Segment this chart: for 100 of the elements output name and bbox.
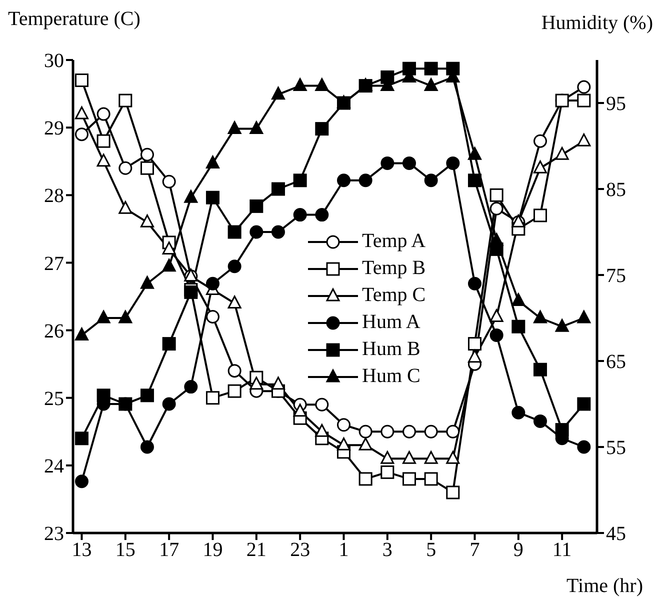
point [118, 397, 132, 411]
point [512, 293, 526, 306]
y2-tick-label: 45 [606, 523, 626, 546]
point [490, 202, 504, 216]
point [358, 438, 372, 450]
point [293, 404, 307, 417]
point [555, 423, 569, 437]
point [118, 161, 132, 175]
point [74, 474, 88, 488]
point [424, 78, 438, 92]
point [512, 406, 526, 420]
x-tick-label: 17 [159, 539, 180, 562]
y2-tick-label: 85 [606, 179, 626, 202]
point [140, 161, 154, 175]
point [96, 134, 110, 148]
point [293, 208, 307, 222]
point [555, 318, 569, 332]
point [468, 146, 482, 160]
x-tick-label: 1 [338, 539, 349, 562]
point [228, 225, 242, 239]
point [468, 174, 482, 188]
point [162, 258, 176, 272]
point [140, 214, 154, 228]
point [96, 310, 110, 324]
y-tick-label: 30 [44, 50, 64, 72]
x-tick-label: 3 [382, 539, 392, 562]
point [250, 121, 264, 134]
point [162, 174, 176, 188]
point [468, 276, 482, 290]
x-tick-label: 23 [290, 539, 310, 562]
point [402, 472, 416, 486]
y-tick-label: 29 [44, 118, 64, 140]
point [468, 337, 482, 351]
point [533, 134, 547, 148]
point [533, 362, 547, 376]
point [206, 190, 220, 204]
point [577, 94, 591, 108]
point [271, 376, 285, 390]
point [162, 397, 176, 411]
point [228, 121, 242, 134]
point [74, 74, 88, 88]
point [380, 451, 394, 464]
point [118, 201, 132, 214]
point [490, 328, 504, 342]
point [228, 364, 242, 378]
point [424, 174, 438, 188]
point [315, 398, 329, 412]
y-tick-label: 27 [44, 252, 64, 275]
legend-label: Temp A [362, 229, 426, 254]
point [555, 146, 569, 160]
x-axis-title: Time (hr) [566, 575, 643, 598]
point [533, 208, 547, 222]
legend-label: Hum B [362, 337, 420, 362]
y-tick-label: 28 [44, 185, 64, 208]
point [402, 451, 416, 464]
point [271, 225, 285, 239]
point [162, 242, 176, 254]
point [228, 260, 242, 274]
point [424, 424, 438, 438]
point [380, 156, 394, 170]
point [250, 376, 264, 390]
point [118, 94, 132, 108]
legend-label: Temp C [362, 283, 426, 308]
point [577, 80, 591, 94]
point [358, 424, 372, 438]
point [228, 296, 242, 309]
point [96, 388, 110, 402]
x-tick-label: 19 [202, 539, 223, 562]
point [380, 424, 394, 438]
point [315, 122, 329, 136]
point [577, 133, 591, 146]
point [184, 380, 198, 394]
point [533, 310, 547, 324]
legend-label: Temp B [362, 256, 426, 281]
point [96, 154, 110, 167]
point [162, 337, 176, 351]
y2-axis-title: Humidity (%) [541, 12, 653, 35]
point [577, 310, 591, 324]
point [250, 199, 264, 213]
y2-tick-label: 95 [606, 93, 626, 116]
x-tick-label: 7 [470, 539, 480, 562]
point [424, 62, 438, 76]
point [424, 472, 438, 486]
point [533, 160, 547, 174]
point [206, 391, 220, 405]
x-tick-label: 9 [513, 539, 524, 562]
y-tick-label: 26 [44, 320, 64, 342]
point [336, 438, 350, 450]
point [577, 440, 591, 454]
point [118, 310, 132, 324]
y-axis-title: Temperature (C) [8, 8, 140, 31]
point [140, 440, 154, 454]
point [184, 285, 198, 299]
point [271, 86, 285, 100]
point [424, 451, 438, 464]
x-tick-label: 13 [72, 539, 92, 562]
point [555, 94, 569, 108]
point [468, 350, 482, 363]
x-tick-label: 5 [426, 539, 436, 562]
point [490, 309, 504, 322]
